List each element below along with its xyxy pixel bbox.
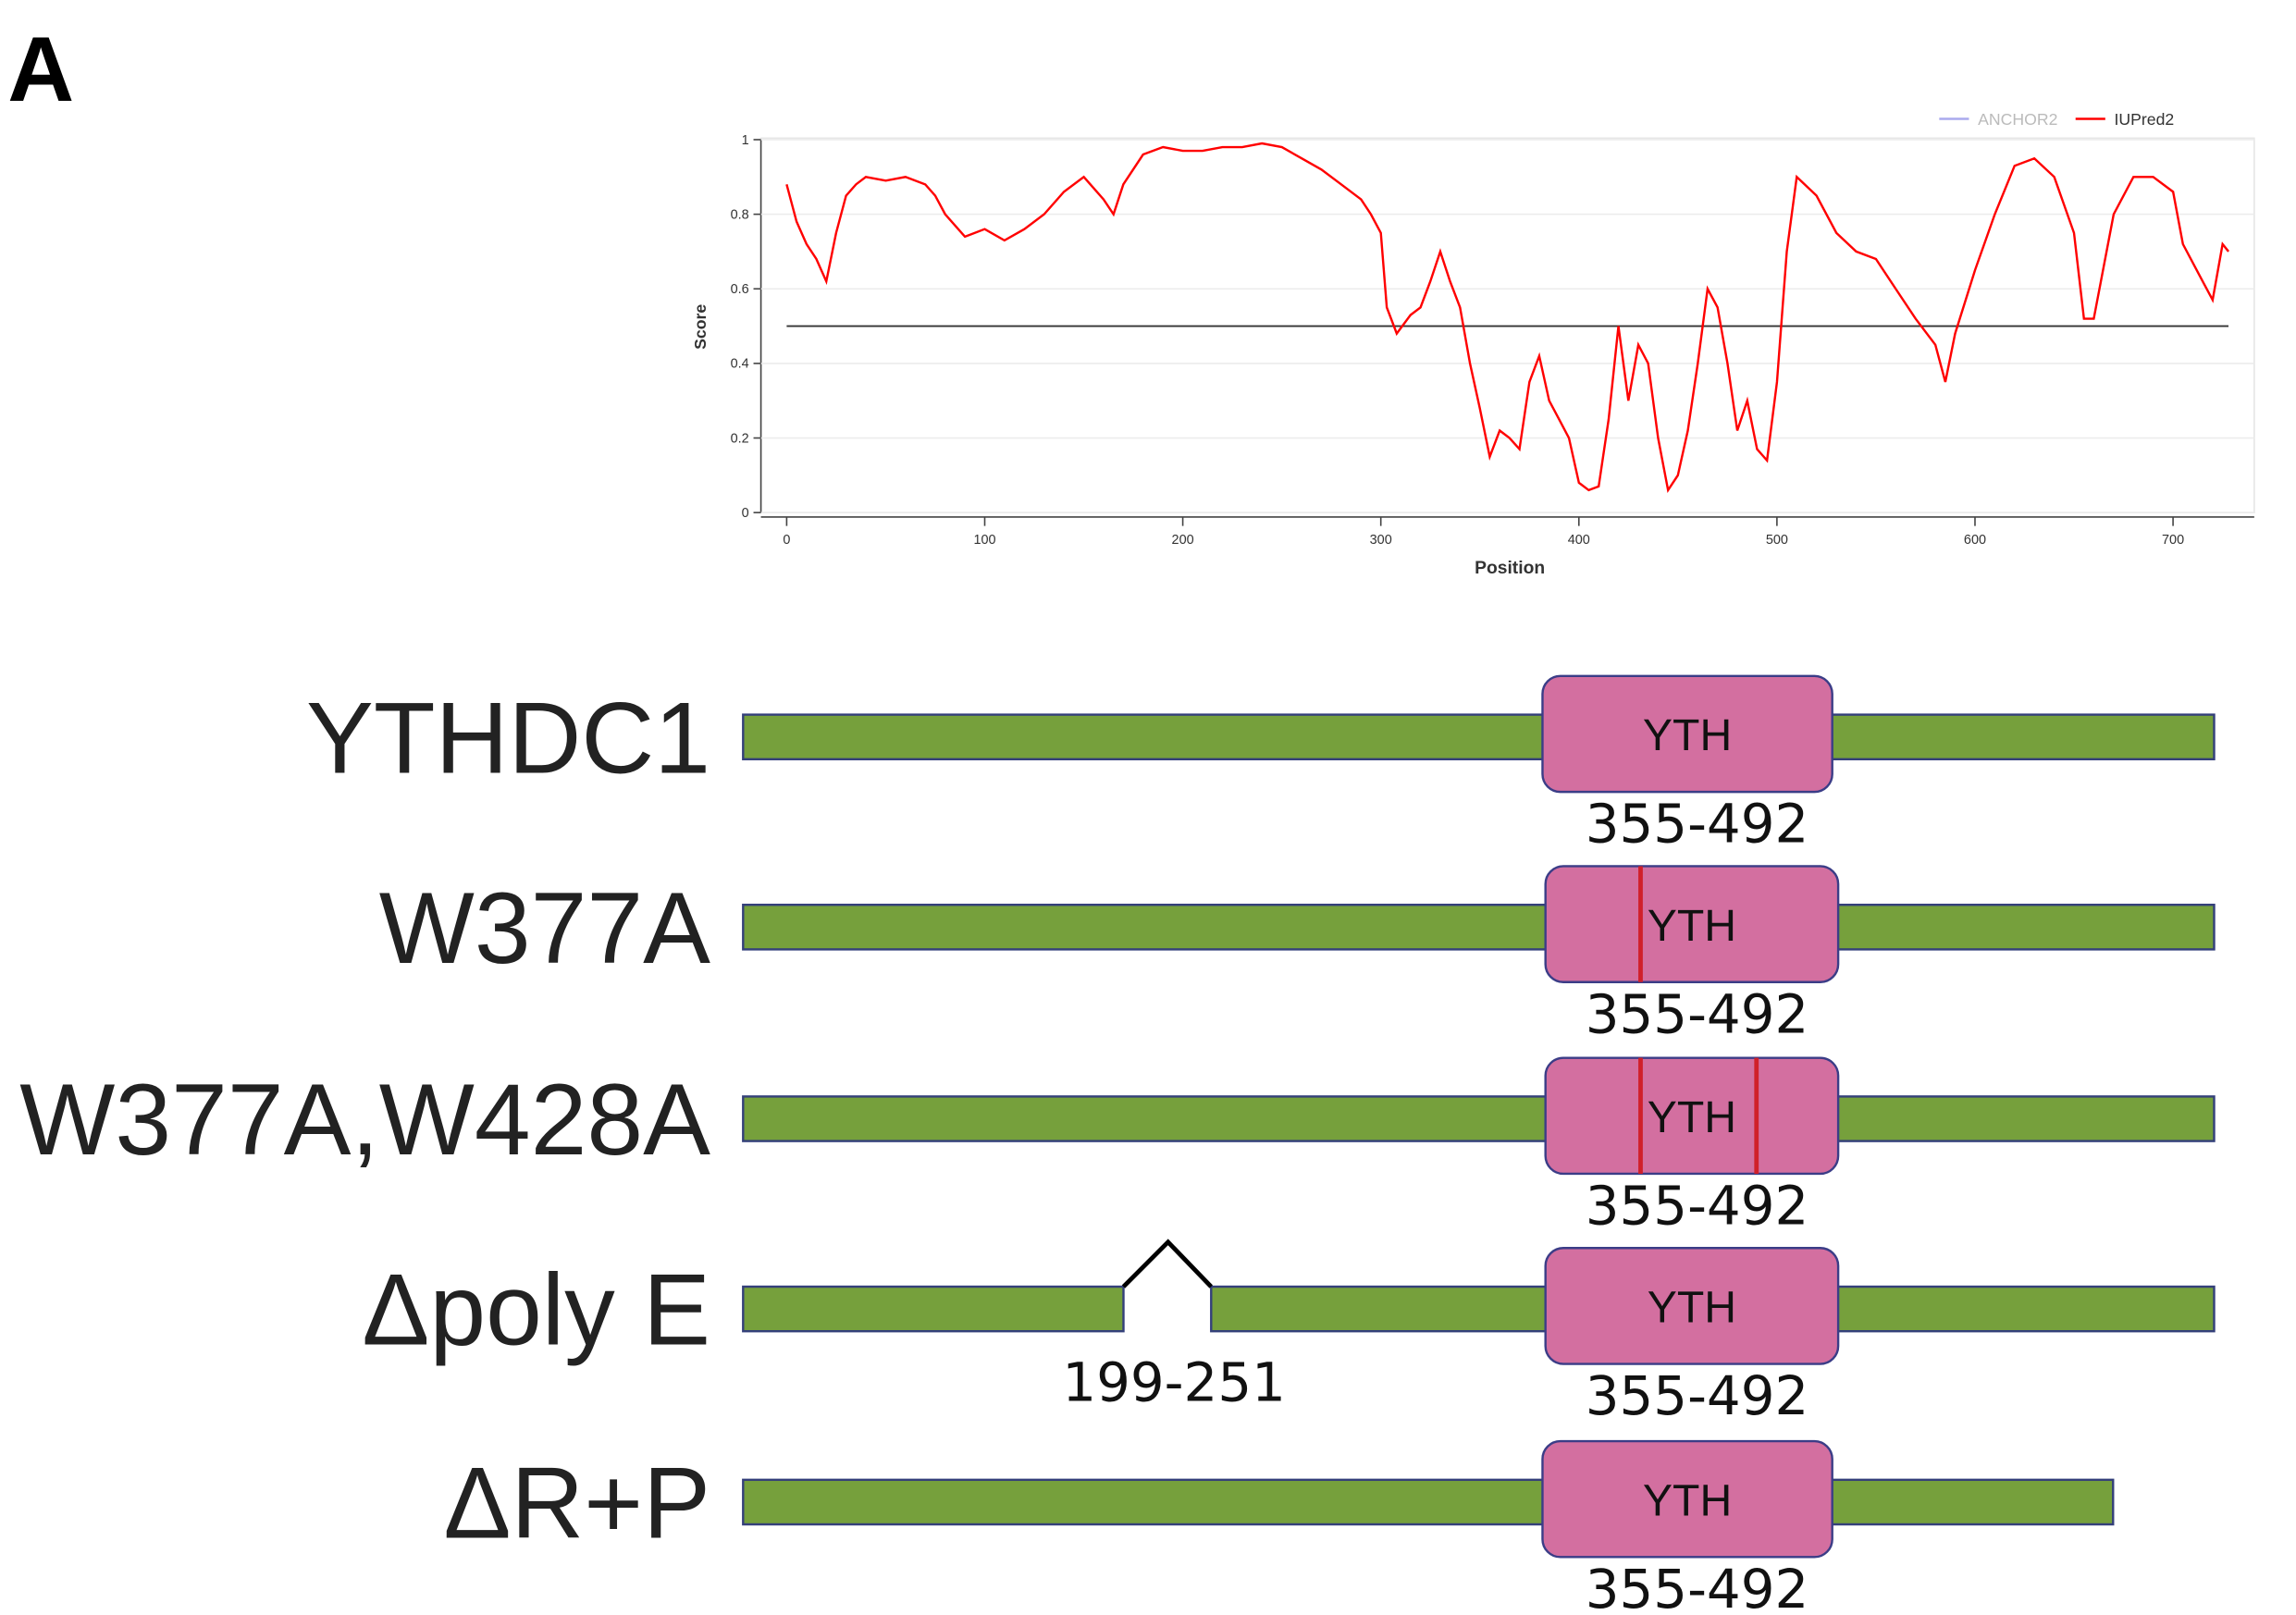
protein-bar <box>742 1285 1125 1333</box>
protein-bar <box>742 904 2216 951</box>
row-label: YTHDC1 <box>306 682 710 795</box>
x-tick-label: 700 <box>2162 533 2184 548</box>
y-tick-label: 0.2 <box>731 431 749 446</box>
y-tick-label: 0.6 <box>731 282 749 297</box>
yth-domain <box>1541 674 1833 794</box>
y-tick-label: 1 <box>742 133 749 148</box>
yth-domain <box>1544 865 1840 983</box>
domain-label: YTH <box>1648 1283 1736 1333</box>
deletion-range: 199-251 <box>1062 1351 1286 1414</box>
deletion-chevron <box>1121 1239 1213 1288</box>
domain-label: YTH <box>1643 1475 1732 1525</box>
x-tick-label: 200 <box>1172 533 1194 548</box>
domain-range: 355-492 <box>1586 1558 1809 1615</box>
row-label: ΔR+P <box>443 1447 710 1560</box>
row-label: W377A,W428A <box>19 1064 710 1177</box>
x-tick-label: 500 <box>1766 533 1788 548</box>
yth-domain <box>1544 1247 1840 1365</box>
protein-bar <box>742 1478 2115 1526</box>
x-axis-label: Position <box>1475 559 1545 578</box>
domain-label: YTH <box>1643 710 1732 760</box>
domain-range: 355-492 <box>1586 793 1809 856</box>
protein-bar <box>742 713 2216 761</box>
domain-label: YTH <box>1648 901 1736 951</box>
y-axis-label: Score <box>691 304 710 350</box>
x-tick-label: 300 <box>1370 533 1392 548</box>
x-tick-label: 400 <box>1568 533 1590 548</box>
score-line <box>785 142 2230 494</box>
x-tick-label: 100 <box>973 533 995 548</box>
y-tick-label: 0.8 <box>731 207 749 222</box>
row-label: W377A <box>379 872 710 985</box>
y-tick-label: 0.4 <box>731 357 749 372</box>
domain-label: YTH <box>1648 1092 1736 1142</box>
domain-range: 355-492 <box>1586 982 1809 1045</box>
row-label: Δpoly E <box>362 1254 710 1367</box>
domain-range: 355-492 <box>1586 1175 1809 1238</box>
yth-domain <box>1541 1439 1833 1559</box>
protein-bar <box>742 1095 2216 1142</box>
yth-domain <box>1544 1056 1840 1176</box>
y-tick-label: 0 <box>742 506 749 521</box>
x-tick-label: 0 <box>783 533 790 548</box>
x-tick-label: 600 <box>1964 533 1986 548</box>
legend-label: ANCHOR2 <box>1978 110 2057 129</box>
legend-label: IUPred2 <box>2114 110 2174 129</box>
domain-range: 355-492 <box>1586 1364 1809 1427</box>
panel-label: A <box>7 18 74 121</box>
